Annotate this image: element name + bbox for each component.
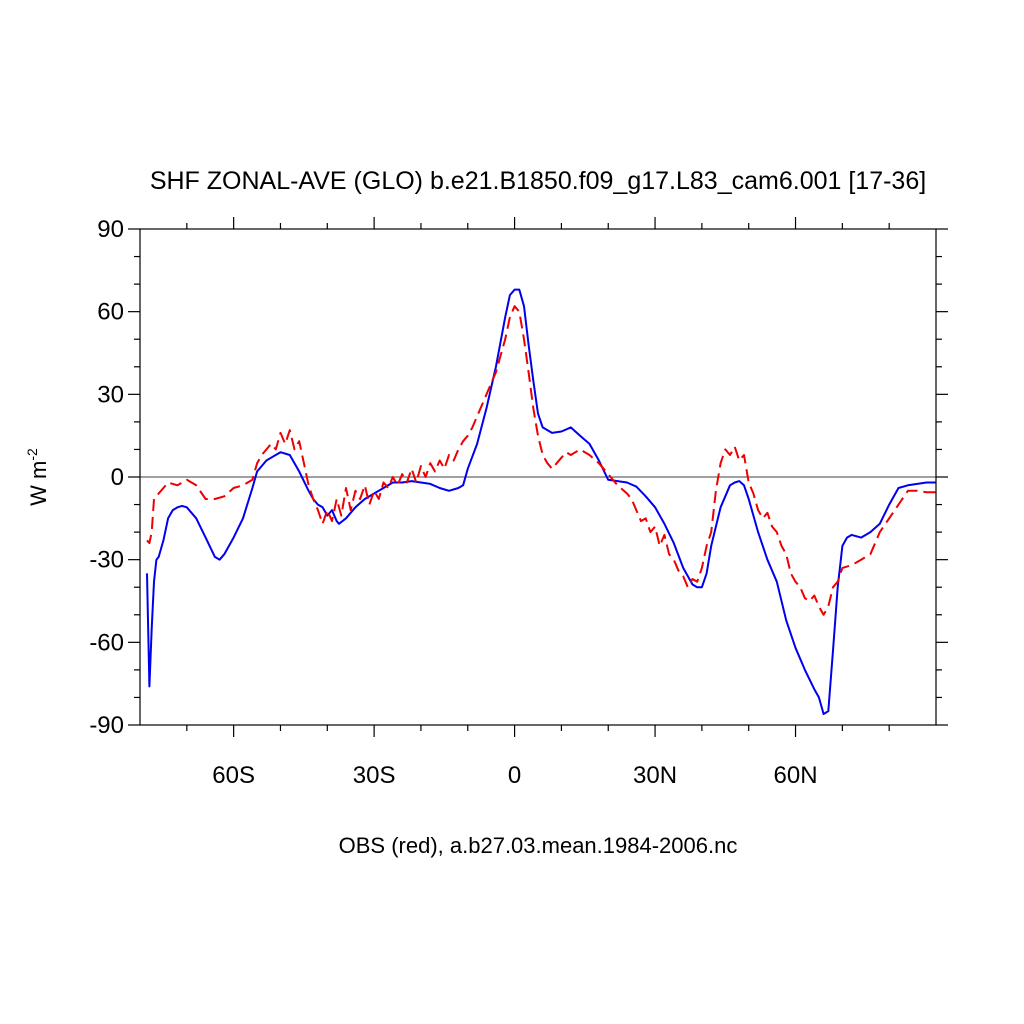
model-series-line [146,288,936,715]
x-tick-label: 0 [508,762,521,789]
plot-area: 90 60 30 0 -30 -60 -90 60S 30S 0 30N 60N [89,216,948,789]
x-tick-label: 60S [212,762,255,789]
y-tick-label: 0 [111,464,124,491]
obs-series-line [146,305,936,616]
x-axis-label: OBS (red), a.b27.03.mean.1984-2006.nc [339,833,738,858]
chart-title: SHF ZONAL-AVE (GLO) b.e21.B1850.f09_g17.… [150,167,926,195]
y-tick-label: 60 [97,299,124,326]
x-tick-label: 30S [353,762,396,789]
x-tick-label: 30N [633,762,677,789]
y-tick-label: -60 [89,629,124,656]
y-tick-label: -90 [89,712,124,739]
y-axis-label-base: W m [26,461,51,506]
y-axis-label-exponent: -2 [24,448,40,461]
y-axis-label: W m-2 [24,448,51,506]
y-tick-label: 30 [97,381,124,408]
x-tick-label: 60N [774,762,818,789]
y-tick-label: -30 [89,547,124,574]
y-tick-label: 90 [97,216,124,243]
